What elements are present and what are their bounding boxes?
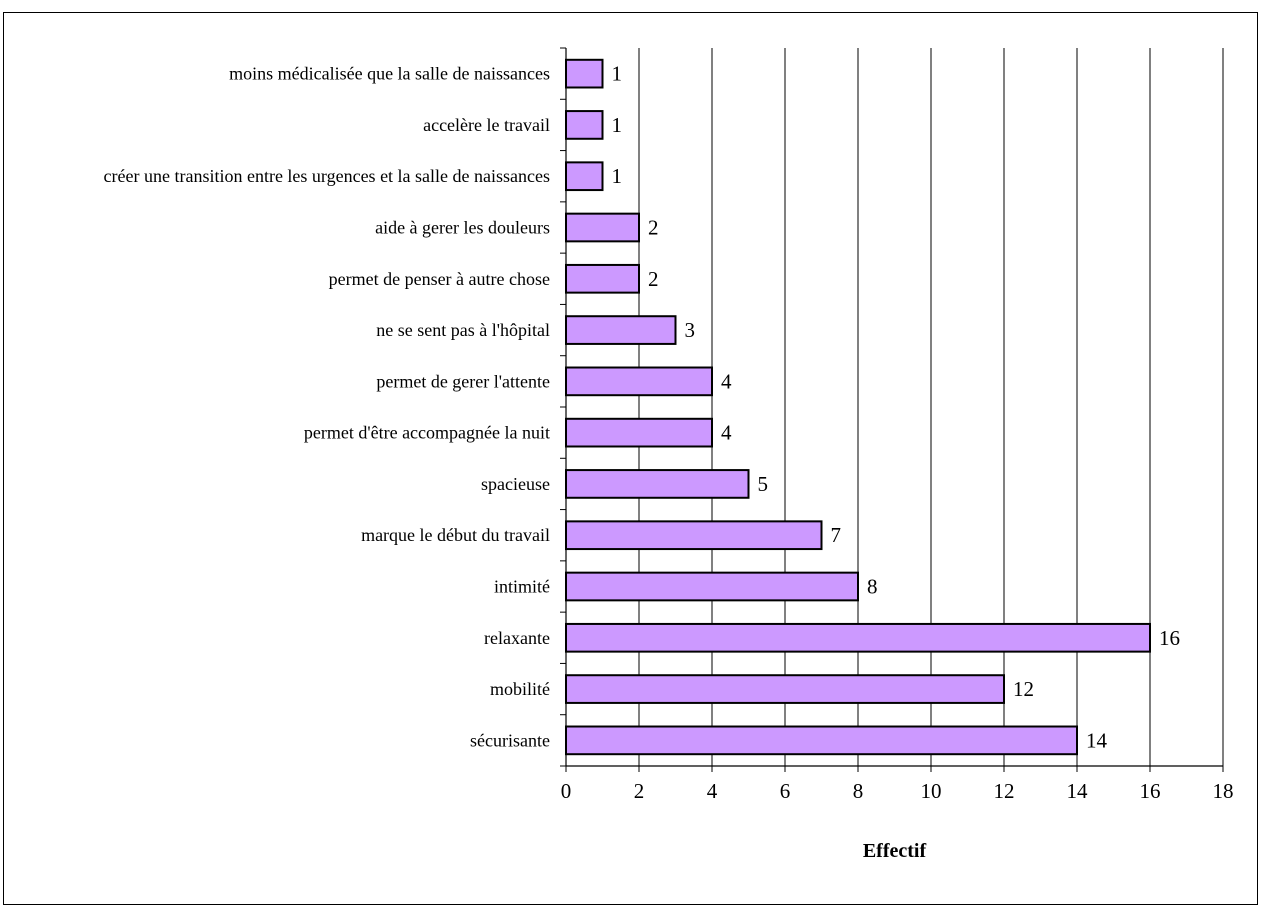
x-tick-label: 12 (994, 779, 1015, 803)
x-tick-label: 4 (707, 779, 718, 803)
bar-chart: 0 2 4 6 8 10 12 14 16 1814sécurisante12mobilité16… (104, 47, 1234, 862)
chart-frame: 0 2 4 6 8 10 12 14 16 18 14 sécurisante 12 mobilité 16… (3, 12, 1258, 905)
labels: 0 2 4 6 8 10 12 14 16 1814sécurisante12mobilité16… (104, 62, 1234, 803)
bar (565, 469, 750, 499)
category-label: moins médicalisée que la salle de naissa… (229, 64, 550, 84)
data-label: 7 (831, 523, 842, 547)
category-label: spacieuse (481, 474, 550, 494)
bar (565, 366, 713, 397)
category-label: sécurisante (470, 730, 550, 750)
bars (565, 58, 1151, 756)
data-label: 3 (685, 318, 696, 342)
bar (565, 212, 640, 243)
data-label: 1 (612, 113, 623, 137)
x-tick-label: 6 (780, 779, 791, 803)
category-label: mobilité (490, 679, 550, 699)
bar (565, 520, 823, 551)
bar (565, 263, 640, 294)
bar (565, 571, 859, 602)
data-label: 16 (1159, 626, 1180, 650)
category-label: relaxante (484, 628, 550, 648)
bar (565, 674, 1005, 704)
category-label: créer une transition entre les urgences … (104, 166, 550, 186)
category-label: permet d'être accompagnée la nuit (304, 423, 550, 443)
data-label: 2 (648, 267, 659, 291)
category-label: ne se sent pas à l'hôpital (376, 320, 550, 340)
category-label: permet de gerer l'attente (376, 371, 550, 391)
category-label: accelère le travail (423, 115, 550, 135)
category-label: intimité (494, 577, 550, 597)
x-tick-label: 8 (853, 779, 864, 803)
x-axis-title: Effectif (863, 840, 927, 862)
data-label: 12 (1013, 677, 1034, 701)
data-label: 5 (758, 472, 769, 496)
data-label: 14 (1086, 728, 1108, 752)
data-label: 2 (648, 216, 659, 240)
bar (565, 161, 604, 192)
data-label: 8 (867, 575, 878, 599)
x-tick-label: 14 (1067, 779, 1089, 803)
x-tick-label: 2 (634, 779, 645, 803)
category-label: marque le début du travail (361, 525, 550, 545)
gridlines (638, 48, 1224, 766)
bar (565, 417, 713, 448)
data-label: 4 (721, 369, 732, 393)
category-label: aide à gerer les douleurs (375, 218, 550, 238)
x-tick-label: 10 (921, 779, 942, 803)
x-tick-label: 0 (561, 779, 572, 803)
bar (565, 110, 604, 140)
category-label: permet de penser à autre chose (329, 269, 550, 289)
data-label: 4 (721, 421, 732, 445)
data-label: 1 (612, 164, 623, 188)
x-tick-label: 16 (1140, 779, 1161, 803)
bar (565, 622, 1151, 653)
bar (565, 58, 604, 89)
x-tick-label: 18 (1213, 779, 1234, 803)
data-label: 1 (612, 62, 623, 86)
bar (565, 315, 677, 345)
bar (565, 725, 1078, 756)
axes (560, 47, 1224, 772)
